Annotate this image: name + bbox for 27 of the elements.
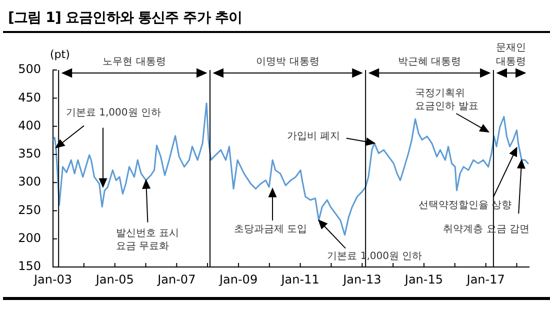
annotation: 기본료 1,000원 인하 [66, 107, 161, 118]
x-tick-label: Jan-09 [218, 272, 258, 286]
annotation: 발신번호 표시 요금 무료화 [116, 228, 180, 252]
x-tick-label: Jan-11 [280, 272, 320, 286]
annotation: 가입비 폐지 [287, 131, 340, 142]
text: 문재인 대통령 [496, 42, 526, 68]
y-tick-label: 450 [18, 90, 41, 104]
x-tick-label: Jan-13 [342, 272, 382, 286]
text: 노무현 대통령 [102, 56, 166, 68]
x-tick-label: Jan-17 [466, 272, 505, 286]
y-tick-label: 200 [18, 230, 41, 245]
x-tick-label: Jan-07 [156, 272, 196, 286]
y-tick-label: 500 [18, 62, 41, 76]
y-tick-label: 250 [18, 202, 41, 217]
y-tick-label: 400 [18, 118, 41, 132]
x-tick-label: Jan-15 [404, 272, 444, 286]
text: 박근혜 대통령 [398, 56, 462, 68]
y-tick-label: 300 [18, 174, 41, 189]
x-tick-label: Jan-05 [94, 272, 134, 286]
chart-title: [그림 1] 요금인하와 통신주 주가 추이 [8, 9, 242, 27]
annotation: 초당과금제 도입 [234, 224, 308, 236]
text: 이명박 대통령 [256, 56, 320, 68]
x-tick-label: Jan-03 [32, 272, 72, 286]
y-tick-label: 150 [18, 259, 41, 274]
y-axis-title: (pt) [50, 48, 70, 61]
annotation: 국정기획위 요금인하 발표 [415, 88, 478, 112]
y-tick-label: 350 [18, 146, 41, 161]
